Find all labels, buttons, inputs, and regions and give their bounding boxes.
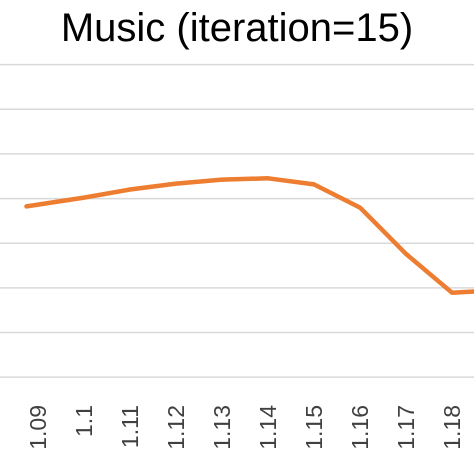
x-tick-label: 1.11 xyxy=(117,405,143,448)
series-line-0 xyxy=(24,176,474,295)
x-tick-label: 1.1 xyxy=(71,405,97,437)
x-tick-label: 1.12 xyxy=(163,405,189,450)
x-tick-labels: 1.091.11.111.121.131.141.151.161.171.181… xyxy=(25,405,465,450)
x-tick-label: 1.16 xyxy=(347,405,373,450)
x-tick-label: 1.13 xyxy=(209,405,235,450)
series-layer xyxy=(24,176,474,295)
x-tick-label: 1.09 xyxy=(25,405,51,450)
x-tick-label: 1.14 xyxy=(255,405,281,450)
chart-title: Music (iteration=15) xyxy=(60,6,414,50)
x-tick-label: 1.18 xyxy=(439,405,465,450)
x-tick-label: 1.15 xyxy=(301,405,327,450)
gridlines xyxy=(0,63,474,378)
x-tick-label: 1.17 xyxy=(393,405,419,450)
